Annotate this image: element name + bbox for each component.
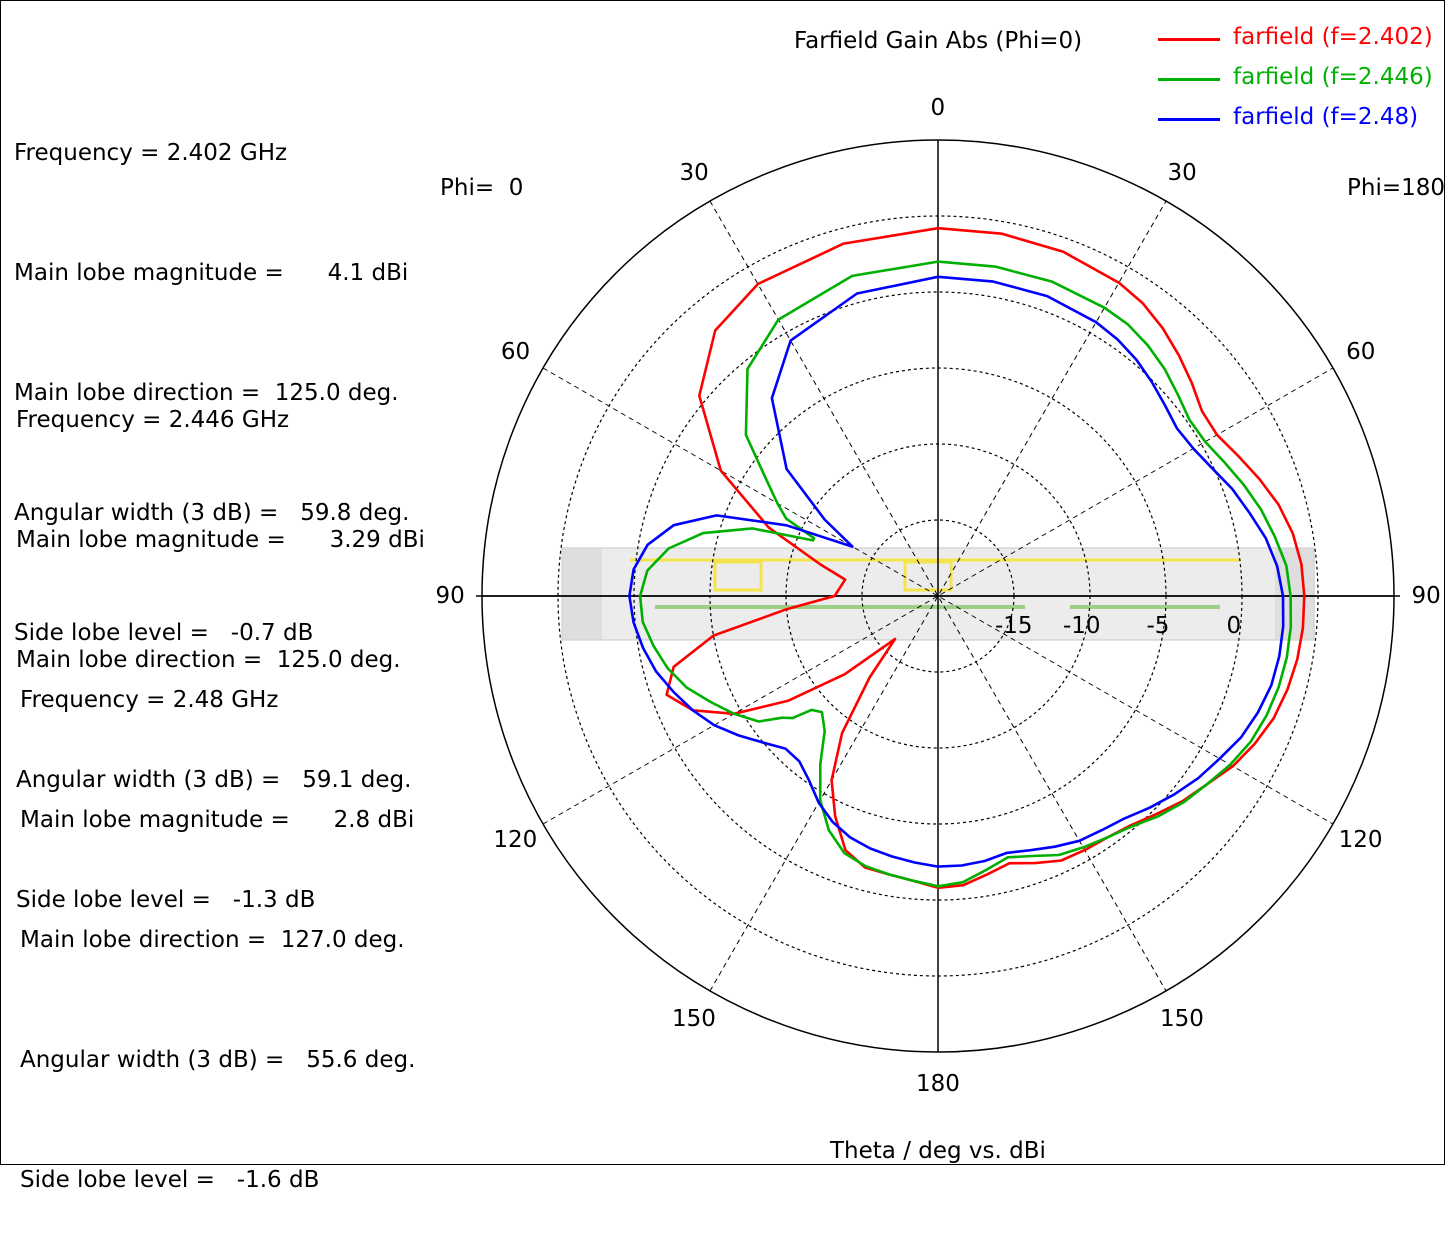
angle-spoke — [542, 367, 1334, 825]
info-frequency: Frequency = 2.48 GHz — [20, 687, 279, 713]
info-block-2402: Frequency = 2.402 GHz Main lobe magnitud… — [14, 53, 409, 693]
radial-tick-label: -15 — [995, 613, 1033, 639]
info-frequency: Frequency = 2.402 GHz — [14, 140, 288, 166]
angle-tick-label: 30 — [1167, 160, 1197, 187]
angle-tick-label: 90 — [1411, 583, 1441, 609]
series-line — [665, 226, 1306, 890]
radial-tick-label: -5 — [1146, 613, 1170, 639]
info-side-lobe: Side lobe level = -1.3 dB — [16, 887, 316, 913]
angle-tick-label: 0 — [930, 95, 946, 121]
legend-item: farfield (f=2.446) — [1158, 60, 1445, 100]
overlay-trace — [713, 560, 763, 592]
info-block-2446: Frequency = 2.446 GHz Main lobe magnitud… — [16, 320, 425, 960]
legend-label: farfield (f=2.446) — [1233, 64, 1433, 90]
info-direction: Main lobe direction = 125.0 deg. — [16, 647, 401, 673]
angle-tick-label: 30 — [679, 160, 709, 187]
angle-spoke — [709, 200, 1167, 992]
legend-label: farfield (f=2.48) — [1233, 104, 1419, 130]
info-side-lobe: Side lobe level = -0.7 dB — [14, 620, 314, 646]
info-angular-width: Angular width (3 dB) = 55.6 deg. — [20, 1047, 416, 1073]
info-angular-width: Angular width (3 dB) = 59.8 deg. — [14, 500, 410, 526]
phi-left-label: Phi= 0 — [440, 175, 524, 201]
info-block-248: Frequency = 2.48 GHz Main lobe magnitude… — [20, 600, 415, 1240]
angle-spoke — [709, 200, 1167, 992]
radial-tick-label: -10 — [1063, 613, 1101, 639]
info-direction: Main lobe direction = 127.0 deg. — [20, 927, 405, 953]
overlay-edge — [562, 548, 602, 640]
legend-swatch — [1158, 38, 1220, 41]
series-line — [628, 275, 1285, 868]
radial-tick-label: 0 — [1226, 613, 1242, 639]
phi-right-label: Phi=180 — [1347, 175, 1445, 201]
angle-tick-label: 150 — [1160, 1005, 1204, 1032]
x-axis-label: Theta / deg vs. dBi — [830, 1138, 1046, 1164]
overlay-edge — [1275, 548, 1315, 640]
series-line — [638, 260, 1293, 888]
info-side-lobe: Side lobe level = -1.6 dB — [20, 1167, 320, 1193]
series-layer — [628, 226, 1306, 890]
info-magnitude: Main lobe magnitude = 4.1 dBi — [14, 260, 409, 286]
legend-swatch — [1158, 118, 1220, 121]
legend-item: farfield (f=2.402) — [1158, 20, 1445, 60]
info-frequency: Frequency = 2.446 GHz — [16, 407, 290, 433]
angle-tick-label: 120 — [493, 827, 538, 853]
legend-label: farfield (f=2.402) — [1233, 24, 1433, 50]
angle-tick-label: 60 — [500, 339, 531, 365]
angle-tick-label: 60 — [1346, 339, 1376, 365]
info-direction: Main lobe direction = 125.0 deg. — [14, 380, 399, 406]
chart-title: Farfield Gain Abs (Phi=0) — [794, 28, 1083, 54]
angle-spoke — [542, 367, 1334, 825]
polar-chart — [476, 139, 1400, 1053]
legend-swatch — [1158, 78, 1220, 81]
info-angular-width: Angular width (3 dB) = 59.1 deg. — [16, 767, 412, 793]
angle-tick-label: 180 — [916, 1071, 960, 1097]
angle-tick-label: 90 — [435, 583, 465, 609]
angle-tick-label: 150 — [672, 1005, 716, 1032]
info-magnitude: Main lobe magnitude = 3.29 dBi — [16, 527, 425, 553]
polar-grid — [476, 139, 1400, 1053]
angle-tick-label: 120 — [1338, 827, 1383, 853]
info-magnitude: Main lobe magnitude = 2.8 dBi — [20, 807, 415, 833]
legend-item: farfield (f=2.48) — [1158, 100, 1445, 140]
